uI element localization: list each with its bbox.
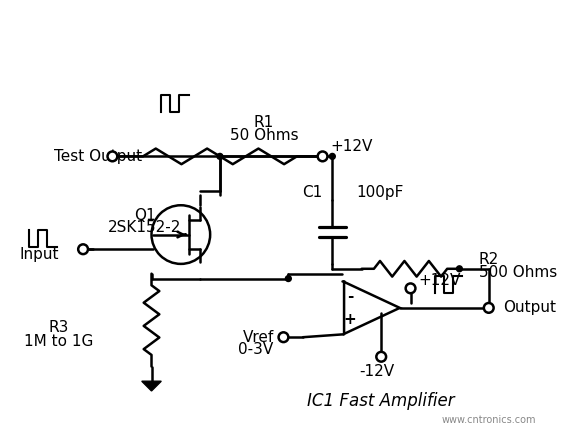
Text: R1: R1 — [254, 114, 274, 130]
Text: +12V: +12V — [331, 139, 373, 154]
Circle shape — [329, 153, 335, 159]
Text: +: + — [344, 311, 356, 327]
Text: 2SK152-2: 2SK152-2 — [108, 220, 181, 235]
Circle shape — [376, 352, 386, 362]
Text: Output: Output — [504, 300, 556, 315]
Text: +12V: +12V — [418, 273, 461, 288]
Circle shape — [406, 283, 415, 293]
Circle shape — [317, 152, 327, 161]
Polygon shape — [142, 381, 161, 391]
Text: 50 Ohms: 50 Ohms — [230, 128, 298, 143]
Circle shape — [457, 266, 462, 272]
Circle shape — [484, 303, 493, 313]
Text: R2: R2 — [479, 251, 499, 267]
Text: C1: C1 — [303, 185, 323, 200]
Text: Input: Input — [19, 247, 59, 262]
Text: Vref: Vref — [242, 330, 274, 345]
Text: 0-3V: 0-3V — [238, 343, 274, 357]
Text: 500 Ohms: 500 Ohms — [479, 265, 557, 280]
Text: R3: R3 — [49, 320, 69, 335]
Text: IC1 Fast Amplifier: IC1 Fast Amplifier — [307, 392, 455, 410]
Text: -12V: -12V — [359, 364, 394, 379]
Text: Test Output: Test Output — [54, 149, 142, 164]
Circle shape — [78, 245, 88, 254]
Circle shape — [108, 152, 117, 161]
Circle shape — [285, 276, 291, 282]
Circle shape — [278, 332, 288, 342]
Text: 1M to 1G: 1M to 1G — [24, 334, 93, 349]
Circle shape — [217, 153, 223, 159]
Text: www.cntronics.com: www.cntronics.com — [441, 415, 536, 425]
Text: 100pF: 100pF — [357, 185, 404, 200]
Text: Q1: Q1 — [134, 207, 155, 222]
Text: -: - — [347, 289, 353, 304]
